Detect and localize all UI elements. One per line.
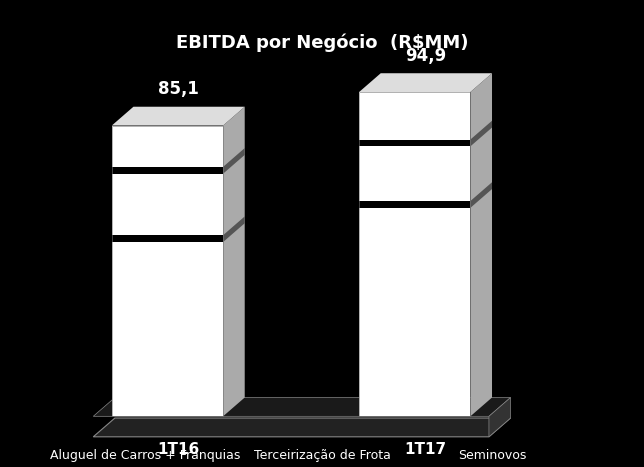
Bar <box>112 126 223 416</box>
Polygon shape <box>470 73 492 416</box>
Polygon shape <box>359 73 492 92</box>
Bar <box>112 167 223 174</box>
Text: Aluguel de Carros + Franquias: Aluguel de Carros + Franquias <box>50 449 240 462</box>
Bar <box>112 126 223 416</box>
Bar <box>433 453 449 459</box>
Bar <box>359 92 470 416</box>
Bar <box>359 201 470 208</box>
Bar <box>25 453 41 459</box>
Text: 94,9: 94,9 <box>405 47 446 65</box>
Polygon shape <box>223 216 245 242</box>
Text: Terceirização de Frota: Terceirização de Frota <box>254 449 391 462</box>
Polygon shape <box>93 418 511 437</box>
Text: Seminovos: Seminovos <box>458 449 526 462</box>
Text: 85,1: 85,1 <box>158 80 199 98</box>
Polygon shape <box>470 182 492 208</box>
Polygon shape <box>489 397 511 437</box>
Text: 1T16: 1T16 <box>157 442 200 457</box>
Bar <box>359 140 470 146</box>
Text: 1T17: 1T17 <box>404 442 447 457</box>
Polygon shape <box>112 107 245 126</box>
Text: EBITDA por Negócio  (R$MM): EBITDA por Negócio (R$MM) <box>176 34 468 52</box>
Bar <box>112 235 223 242</box>
Polygon shape <box>223 148 245 174</box>
Polygon shape <box>93 397 511 416</box>
Bar <box>359 92 470 416</box>
Polygon shape <box>223 107 245 416</box>
Polygon shape <box>470 121 492 146</box>
Bar <box>229 453 245 459</box>
